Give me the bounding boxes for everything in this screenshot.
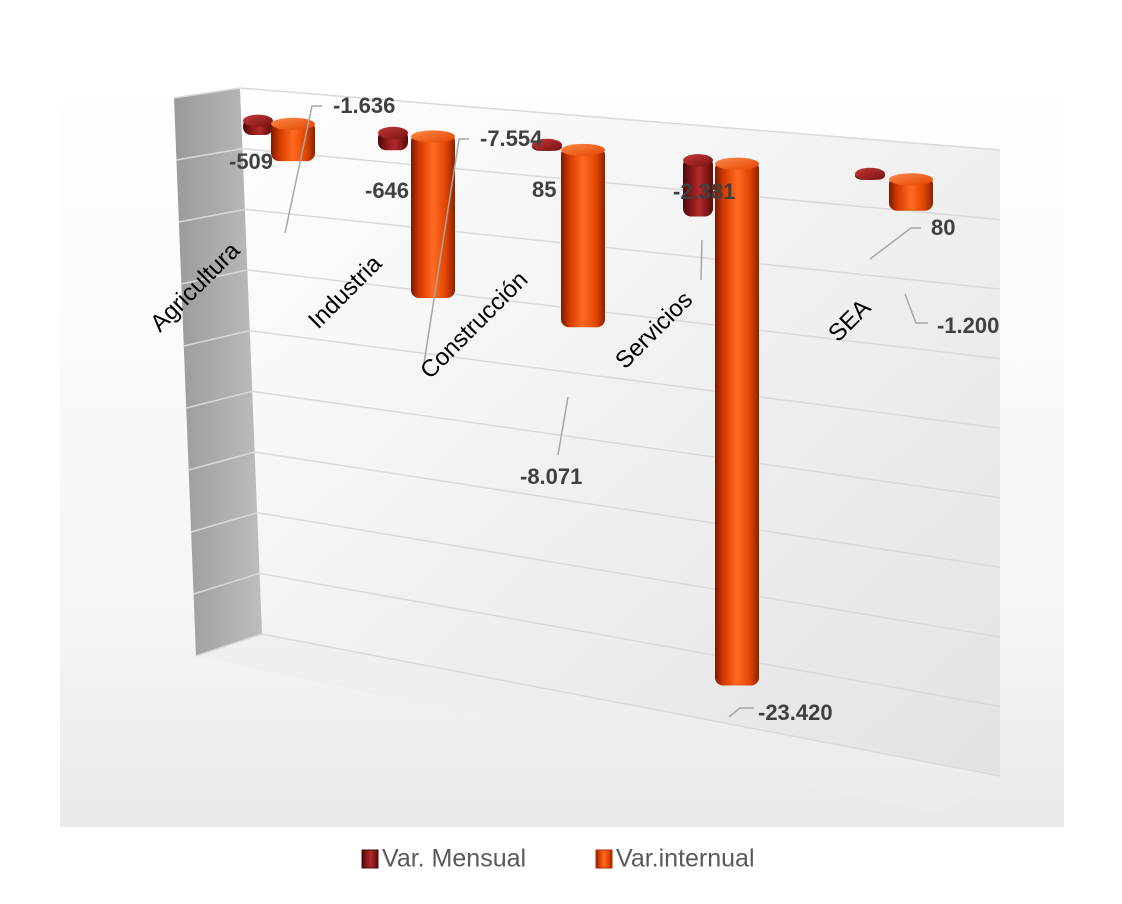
data-labels: -509 -646 85 -2.381 80 -1.636 -7.554 -8.071 -23.… bbox=[229, 93, 999, 725]
leader-line bbox=[700, 239, 703, 281]
bar-interanual-3-cap bbox=[715, 157, 759, 170]
bar-interanual-4-cap bbox=[889, 173, 933, 186]
gridline bbox=[249, 329, 1001, 429]
bar-mensual-0-cap bbox=[243, 114, 273, 127]
leader-line bbox=[869, 227, 921, 260]
bar-interanual-1 bbox=[411, 130, 455, 299]
leader-line bbox=[284, 105, 322, 234]
gridline-side bbox=[195, 633, 263, 657]
bar-interanual-0 bbox=[271, 117, 315, 162]
legend-swatch bbox=[595, 849, 613, 869]
legend-swatch bbox=[361, 849, 379, 869]
gridline bbox=[239, 87, 1001, 151]
leader-line bbox=[728, 707, 754, 718]
data-label-mensual-2: 85 bbox=[532, 177, 556, 202]
bar-interanual-4-body bbox=[889, 176, 933, 211]
side-wall bbox=[174, 88, 262, 656]
gridline-side bbox=[176, 147, 243, 161]
bar-interanual-2 bbox=[561, 143, 605, 328]
data-label-mensual-3: -2.381 bbox=[673, 179, 735, 204]
gridline bbox=[261, 633, 1001, 777]
bar-mensual-4 bbox=[855, 167, 885, 180]
legend-label: Var.internual bbox=[616, 845, 755, 873]
gridline-side bbox=[178, 208, 246, 223]
gridline bbox=[259, 572, 1001, 708]
bar-interanual-4 bbox=[889, 173, 933, 211]
data-label-mensual-0: -509 bbox=[229, 149, 273, 174]
leader-line bbox=[423, 138, 469, 364]
gridline-side bbox=[193, 572, 260, 595]
bar-interanual-3 bbox=[715, 157, 759, 686]
bar-mensual-1-cap bbox=[378, 126, 408, 139]
gridline-side bbox=[190, 511, 258, 533]
legend-item-interanual: Var.internual bbox=[595, 845, 755, 873]
bar-interanual-0-body bbox=[271, 120, 315, 162]
floor bbox=[196, 634, 1000, 815]
bar-interanual-0-cap bbox=[271, 117, 315, 130]
data-label-mensual-1: -646 bbox=[365, 178, 409, 203]
gridline-side bbox=[188, 451, 255, 471]
bar-interanual-2-cap bbox=[561, 143, 605, 157]
data-label-interanual-4: -1.200 bbox=[937, 313, 999, 338]
bar-interanual-1-body bbox=[411, 133, 455, 299]
legend-label: Var. Mensual bbox=[382, 845, 526, 873]
gridline-side bbox=[183, 329, 250, 347]
leader-line bbox=[557, 396, 569, 456]
data-label-mensual-4: 80 bbox=[931, 215, 955, 240]
gridline bbox=[254, 451, 1001, 569]
bar-mensual-3-body bbox=[683, 157, 713, 217]
gridline bbox=[256, 511, 1001, 638]
bar-interanual-3-body bbox=[715, 160, 759, 686]
gridline-side bbox=[173, 87, 241, 99]
gridline bbox=[244, 208, 1001, 290]
leader-line bbox=[904, 293, 928, 324]
data-label-interanual-3: -23.420 bbox=[758, 700, 833, 725]
bar-mensual-2 bbox=[532, 138, 562, 151]
bar-mensual-0 bbox=[243, 114, 273, 135]
bar-interanual-1-cap bbox=[411, 130, 455, 143]
bar-mensual-3 bbox=[683, 154, 713, 217]
bars bbox=[243, 114, 933, 686]
gridline bbox=[247, 269, 1001, 360]
gridlines bbox=[173, 87, 1001, 777]
leader-lines bbox=[284, 105, 928, 718]
bar-mensual-4-cap bbox=[855, 167, 885, 180]
gridline bbox=[242, 147, 1001, 221]
bar-interanual-2-body bbox=[561, 146, 605, 328]
gridline bbox=[252, 390, 1001, 499]
data-label-interanual-0: -1.636 bbox=[333, 93, 395, 118]
bar-mensual-1 bbox=[378, 126, 408, 151]
legend: Var. Mensual Var.internual bbox=[361, 845, 755, 873]
bar-mensual-3-cap bbox=[683, 154, 713, 167]
legend-item-mensual: Var. Mensual bbox=[361, 845, 526, 873]
gridline-side bbox=[186, 390, 253, 409]
data-label-interanual-1: -7.554 bbox=[480, 126, 543, 151]
bar-mensual-2-cap bbox=[532, 138, 562, 151]
data-label-interanual-2: -8.071 bbox=[520, 464, 582, 489]
gridline-side bbox=[181, 269, 248, 285]
